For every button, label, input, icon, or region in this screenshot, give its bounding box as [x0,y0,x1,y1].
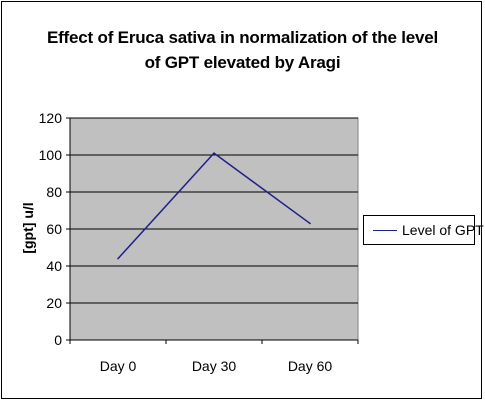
data-point [309,222,311,225]
data-point [117,257,119,260]
chart-title-line-2: of GPT elevated by Aragi [144,53,341,72]
y-tick-label: 100 [39,147,63,163]
x-tick-label: Day 60 [288,358,333,374]
legend: Level of GPT [363,215,484,245]
y-tick-label: 20 [46,295,62,311]
chart-title-line-1: Effect of Eruca sativa in normalization … [46,28,439,47]
y-tick-label: 40 [46,258,62,274]
x-tick-label: Day 30 [192,358,237,374]
legend-label: Level of GPT [402,222,484,238]
x-tick-label: Day 0 [100,358,137,374]
y-axis-label: [gpt] u/l [20,202,36,253]
data-point [213,152,215,154]
y-tick-label: 120 [39,110,63,126]
y-tick-label: 60 [46,221,62,237]
y-tick-label: 0 [54,332,62,348]
legend-line-swatch [373,230,397,231]
y-tick-label: 80 [46,184,62,200]
